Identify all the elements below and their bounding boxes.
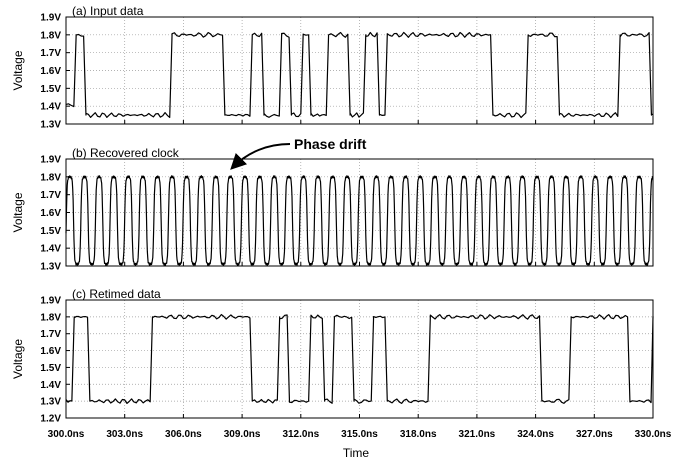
y-tick-label: 1.4V bbox=[40, 244, 61, 255]
x-tick-label: 327.0ns bbox=[576, 429, 613, 440]
y-tick-label: 1.9V bbox=[40, 296, 61, 307]
x-tick-label: 324.0ns bbox=[517, 429, 554, 440]
x-tick-label: 315.0ns bbox=[341, 429, 378, 440]
y-axis-label: Voltage bbox=[11, 192, 25, 232]
y-tick-label: 1.8V bbox=[40, 30, 61, 41]
y-tick-label: 1.6V bbox=[40, 66, 61, 77]
x-tick-label: 321.0ns bbox=[459, 429, 496, 440]
y-axis-label: Voltage bbox=[11, 50, 25, 90]
y-tick-label: 1.4V bbox=[40, 380, 61, 391]
plot-frame bbox=[65, 299, 654, 419]
phase-drift-annotation: Phase drift bbox=[294, 136, 367, 152]
y-tick-label: 1.3V bbox=[40, 120, 61, 131]
retimed-data-trace bbox=[65, 313, 654, 404]
y-axis-label: Voltage bbox=[11, 339, 25, 379]
y-tick-label: 1.8V bbox=[40, 312, 61, 323]
x-tick-label: 306.0ns bbox=[165, 429, 202, 440]
panel-title-retimed-data: (c) Retimed data bbox=[72, 287, 161, 301]
y-tick-label: 1.7V bbox=[40, 190, 61, 201]
x-tick-label: 312.0ns bbox=[282, 429, 319, 440]
y-tick-label: 1.5V bbox=[40, 363, 61, 374]
y-tick-label: 1.8V bbox=[40, 172, 61, 183]
panel-title-recovered-clock: (b) Recovered clock bbox=[72, 146, 180, 160]
panel-recovered-clock: 1.9V 1.8V 1.7V 1.6V 1.5V 1.4V 1.3V (b) Recover… bbox=[11, 146, 654, 273]
y-tick-label: 1.9V bbox=[40, 155, 61, 166]
y-tick-label: 1.3V bbox=[40, 262, 61, 273]
panel-title-input-data: (a) Input data bbox=[72, 4, 144, 18]
panel-input-data: 1.9V 1.8V 1.7V 1.6V 1.5V 1.4V 1.3V (a) Input d… bbox=[11, 4, 654, 131]
x-tick-label: 309.0ns bbox=[224, 429, 261, 440]
panel-retimed-data: 1.9V 1.8V 1.7V 1.6V 1.5V 1.4V 1.3V 1.2V (c) Ret… bbox=[11, 287, 654, 425]
y-tick-label: 1.3V bbox=[40, 397, 61, 408]
y-tick-label: 1.5V bbox=[40, 84, 61, 95]
recovered-clock-trace bbox=[65, 175, 654, 266]
y-tick-label: 1.4V bbox=[40, 102, 61, 113]
phase-drift-arrow bbox=[230, 143, 291, 170]
y-tick-label: 1.6V bbox=[40, 208, 61, 219]
y-tick-label: 1.2V bbox=[40, 414, 61, 425]
x-tick-label: 330.0ns bbox=[635, 429, 672, 440]
y-tick-label: 1.7V bbox=[40, 48, 61, 59]
y-tick-label: 1.6V bbox=[40, 346, 61, 357]
y-tick-label: 1.9V bbox=[40, 13, 61, 24]
x-tick-label: 300.0ns bbox=[48, 429, 85, 440]
x-axis-label: Time bbox=[343, 446, 370, 460]
y-tick-label: 1.7V bbox=[40, 329, 61, 340]
y-tick-label: 1.5V bbox=[40, 226, 61, 237]
x-tick-label: 303.0ns bbox=[106, 429, 143, 440]
input-data-trace bbox=[65, 31, 654, 119]
x-tick-label: 318.0ns bbox=[400, 429, 437, 440]
